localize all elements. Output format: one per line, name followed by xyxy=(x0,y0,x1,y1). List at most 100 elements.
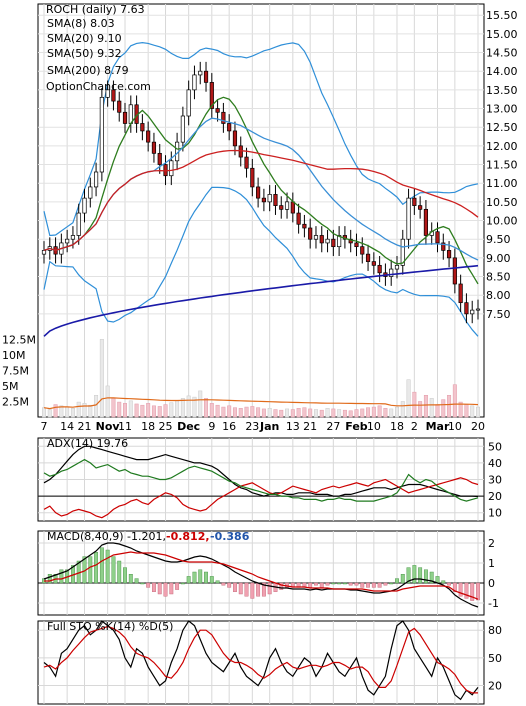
bollinger-bands xyxy=(43,41,479,337)
macd-histogram-bar xyxy=(186,576,191,584)
volume-bar xyxy=(325,408,330,418)
candle-body xyxy=(337,235,342,248)
y-tick-label: 14.00 xyxy=(486,65,518,78)
macd-histogram-bar xyxy=(261,582,266,597)
candle-body xyxy=(284,201,290,210)
volume-bar xyxy=(209,403,214,418)
candle-body xyxy=(325,238,330,244)
macd-histogram-bar xyxy=(221,582,226,586)
macd-histogram-bar xyxy=(395,578,399,584)
volume-bar xyxy=(215,404,220,418)
volume-bar xyxy=(452,384,457,418)
volume-bar xyxy=(232,407,237,418)
volume-bar xyxy=(435,404,440,418)
volume-bar xyxy=(447,395,452,418)
adx-series-2 xyxy=(43,458,479,502)
bollinger-upper xyxy=(43,41,479,237)
candle-body xyxy=(418,205,423,210)
bollinger-lower xyxy=(43,186,479,337)
candle-body xyxy=(180,115,185,143)
volume-bar xyxy=(337,409,342,418)
macd-histogram-bar xyxy=(423,569,428,584)
x-tick-label: Feb xyxy=(345,420,368,433)
macd-histogram-bar xyxy=(163,582,168,597)
macd-histogram-bar xyxy=(389,582,394,585)
volume-bar xyxy=(395,406,399,418)
x-tick-label: Jan xyxy=(259,420,279,433)
volume-bar xyxy=(256,407,261,418)
macd-histogram-bar xyxy=(366,582,370,588)
macd-histogram-bar xyxy=(319,582,324,588)
macd-histogram-bar xyxy=(447,582,452,586)
volume-bar xyxy=(221,406,226,418)
macd-series-0 xyxy=(43,542,479,608)
macd-histogram-bar xyxy=(279,582,284,590)
volume-bar xyxy=(296,408,301,418)
volume-bar xyxy=(82,403,87,418)
candle-body xyxy=(475,308,481,311)
volume-bar xyxy=(400,401,405,418)
candle-body xyxy=(446,250,452,259)
macd-tick-label: 1 xyxy=(488,557,495,570)
volume-bar xyxy=(175,400,180,418)
x-tick-label: 18 xyxy=(141,420,155,433)
candle-body xyxy=(302,223,307,229)
macd-histogram-bar xyxy=(476,582,480,601)
macd-histogram-bar xyxy=(204,571,208,584)
legend-sma200: SMA(200) 8.79 xyxy=(47,64,129,77)
macd-histogram-bar xyxy=(325,582,330,586)
volume-bar xyxy=(250,406,255,418)
moving-average-lines xyxy=(43,96,479,337)
x-tick-label: Nov xyxy=(96,420,121,433)
macd-tick-label: 2 xyxy=(488,537,495,550)
volume-bar xyxy=(169,402,174,418)
candle-body xyxy=(279,205,284,210)
candle-body xyxy=(70,235,76,240)
y-tick-label: 7.50 xyxy=(486,308,511,321)
x-tick-label: 16 xyxy=(222,420,236,433)
volume-bar xyxy=(204,398,209,418)
candle-body xyxy=(406,197,411,240)
chart-grid xyxy=(37,3,485,705)
candle-body xyxy=(146,130,151,143)
macd-histogram-bar xyxy=(464,582,469,599)
candle-body xyxy=(99,96,104,173)
macd-title: MACD(8,40,9) -1.201, xyxy=(47,530,166,543)
macd-histogram-bar xyxy=(377,582,382,588)
y-tick-label: 8.00 xyxy=(486,289,511,302)
macd-histogram-bar xyxy=(169,582,174,595)
x-tick-label: Mar xyxy=(426,420,450,433)
volume-bar xyxy=(354,409,359,418)
x-tick-label: 14 xyxy=(60,420,74,433)
volume-bar xyxy=(302,407,307,418)
macd-histogram-bar xyxy=(470,582,475,601)
macd-histogram-bar xyxy=(308,582,313,588)
volume-bar xyxy=(313,409,318,418)
macd-histogram-bar xyxy=(371,582,376,588)
macd-histogram-bar xyxy=(238,582,243,595)
candle-body xyxy=(198,70,203,76)
volume-bar xyxy=(273,409,278,418)
macd-histogram-bar xyxy=(123,567,127,584)
legend-sma50: SMA(50) 9.32 xyxy=(47,47,122,60)
macd-histogram-bar xyxy=(406,567,411,584)
y-tick-label: 10.00 xyxy=(486,215,518,228)
candle-body xyxy=(441,242,446,251)
macd-histogram-bar xyxy=(134,578,139,584)
volume-bar xyxy=(244,406,249,418)
candle-body xyxy=(394,264,400,270)
macd-histogram-bar xyxy=(383,582,388,586)
macd-histogram-bar xyxy=(400,574,405,584)
candle-body xyxy=(111,89,116,102)
macd-histogram-bar xyxy=(244,582,249,597)
macd-histogram-bar xyxy=(209,576,214,584)
adx-title: ADX(14) 19.76 xyxy=(47,437,128,450)
macd-histogram-bar xyxy=(152,582,156,593)
x-tick-label: 21 xyxy=(303,420,317,433)
candle-body xyxy=(470,309,475,315)
x-tick-label: 11 xyxy=(118,420,132,433)
candle-body xyxy=(313,235,319,240)
volume-bar xyxy=(105,385,110,418)
x-tick-label: 10 xyxy=(367,420,381,433)
